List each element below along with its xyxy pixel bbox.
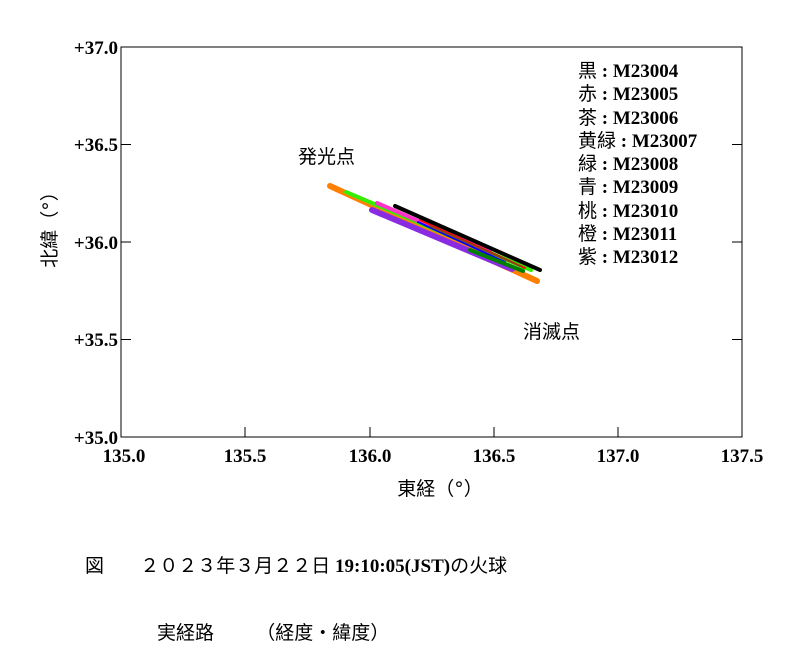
x-tick-label: 135.0 — [103, 446, 146, 467]
legend-item: 桃 : M23010 — [578, 199, 679, 222]
legend-item: 橙 : M23011 — [578, 223, 678, 246]
legend-item: 黒 : M23004 — [578, 60, 679, 82]
track-m23006-brown — [429, 225, 521, 267]
caption-label: 図 — [85, 555, 105, 577]
legend-item: 紫 : M23012 — [578, 246, 679, 269]
track-m23009-blue — [417, 221, 506, 263]
x-tick-label: 136.5 — [473, 446, 516, 467]
x-tick-label: 137.0 — [597, 446, 640, 467]
fireball-track-chart: +37.0 +36.5 +36.0 +35.5 +35.0 135.0 135.… — [39, 38, 764, 500]
track-group — [327, 183, 542, 284]
y-tick-label: +35.5 — [74, 330, 118, 351]
caption-time: 19:10:05(JST) — [335, 556, 451, 577]
caption-date: ２０２３年３月２２日 — [140, 555, 331, 577]
start-point-label: 発光点 — [298, 146, 356, 168]
figure-caption: 図 ２０２３年３月２２日 19:10:05(JST)の火球 実経路 （経度・緯度… — [66, 533, 507, 667]
y-axis-title: 北緯（°） — [39, 182, 61, 268]
x-tick-label: 137.5 — [721, 446, 764, 467]
x-tick-label: 136.0 — [349, 446, 392, 467]
x-ticks — [244, 427, 619, 437]
end-point-label: 消滅点 — [523, 321, 581, 343]
legend-item: 青 : M23009 — [578, 176, 679, 199]
track-m23008-green — [468, 248, 525, 273]
caption-suffix: の火球 — [450, 555, 508, 577]
y-tick-label: +36.0 — [74, 233, 118, 254]
x-tick-label: 135.5 — [224, 446, 267, 467]
y-ticks — [121, 144, 742, 340]
y-tick-label: +36.5 — [74, 135, 118, 156]
legend-item: 緑 : M23008 — [578, 153, 679, 176]
track-m23004-black — [393, 204, 542, 272]
caption-line2-b: （経度・緯度） — [256, 622, 390, 644]
legend-item: 黄緑 : M23007 — [578, 129, 698, 152]
y-tick-label: +37.0 — [74, 38, 118, 59]
legend-item: 茶 : M23006 — [578, 106, 679, 129]
legend-item: 赤 : M23005 — [578, 83, 679, 106]
legend: 黒 : M23004 赤 : M23005 茶 : M23006 黄緑 : M2… — [578, 60, 697, 270]
x-axis-title: 東経（°） — [397, 478, 483, 500]
caption-line2-a: 実経路 — [157, 622, 215, 644]
y-tick-label: +35.0 — [74, 428, 118, 449]
